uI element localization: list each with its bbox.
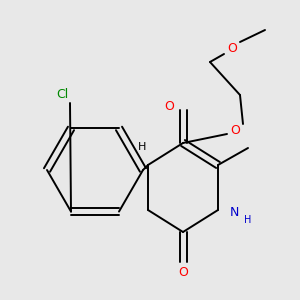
Text: H: H	[138, 142, 146, 152]
Text: O: O	[230, 124, 240, 136]
Text: N: N	[230, 206, 239, 218]
Text: O: O	[227, 41, 237, 55]
Text: O: O	[164, 100, 174, 112]
Text: O: O	[178, 266, 188, 278]
Text: Cl: Cl	[56, 88, 68, 101]
Text: H: H	[244, 215, 251, 225]
